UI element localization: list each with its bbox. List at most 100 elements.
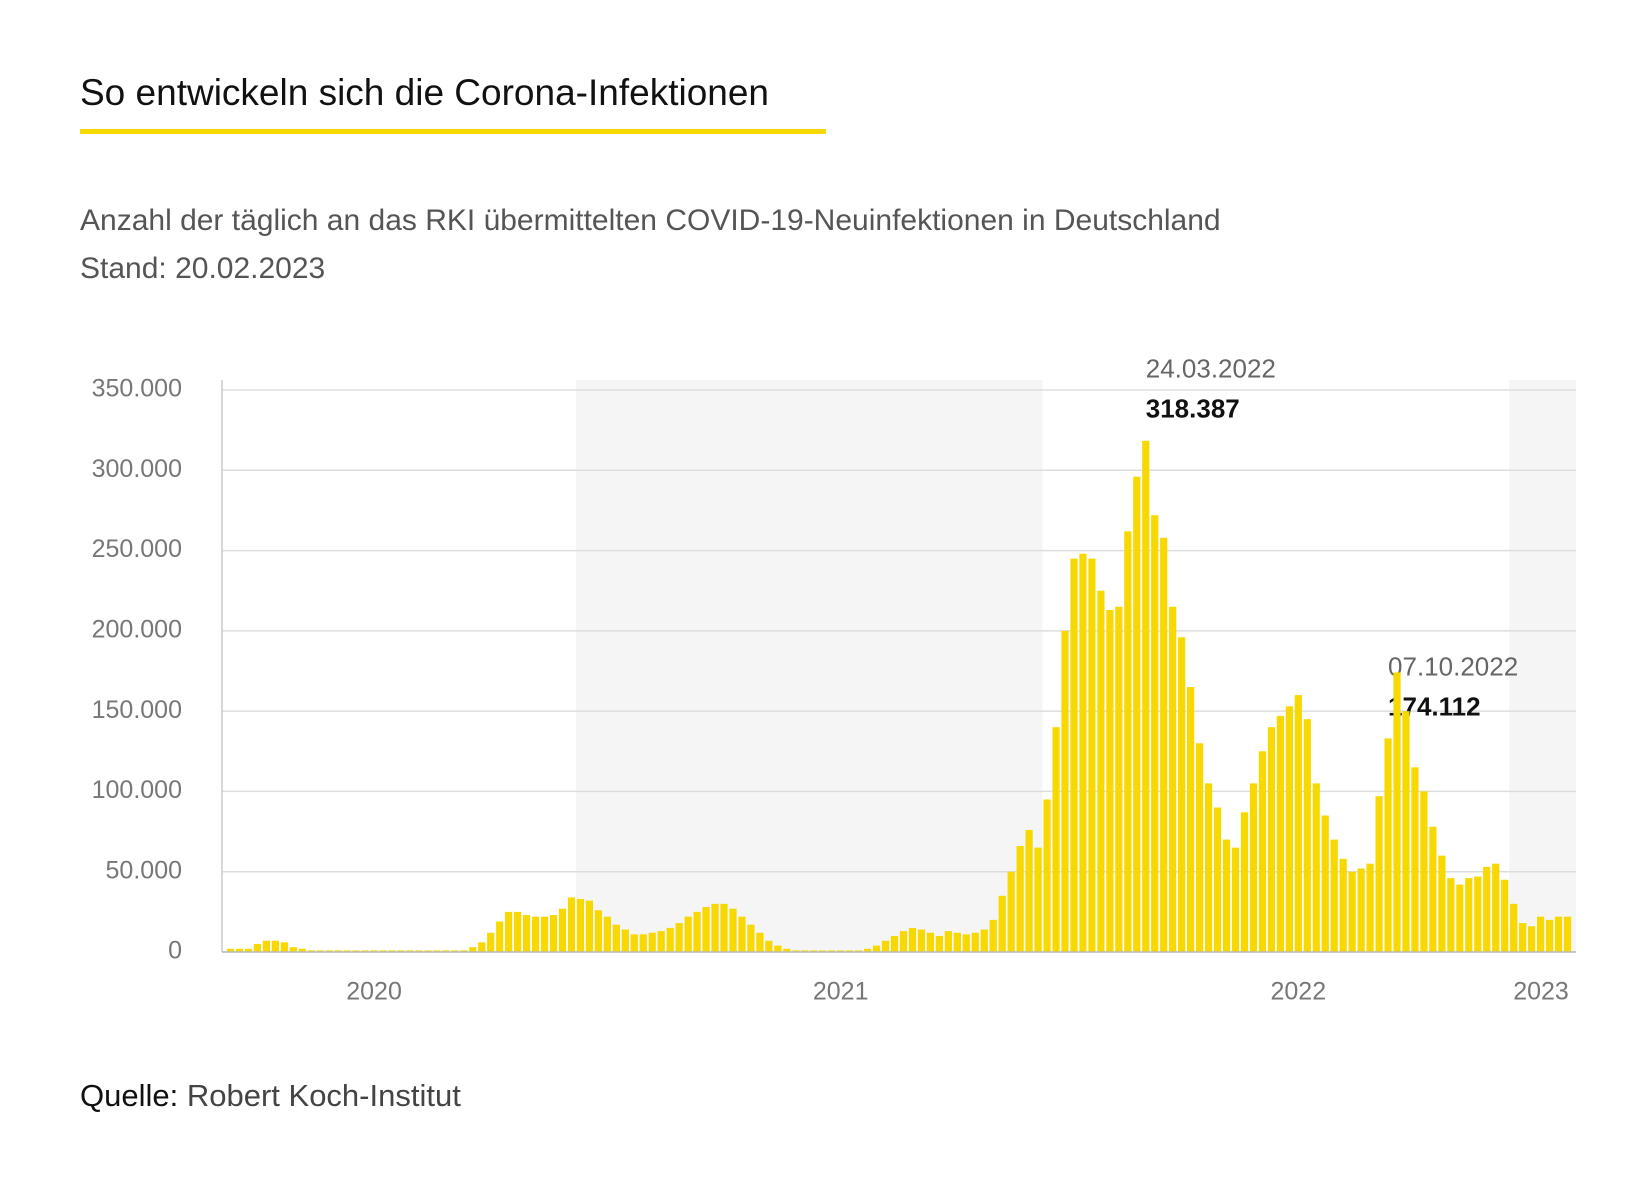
bar [460, 950, 468, 952]
bar [702, 907, 710, 952]
bar [226, 948, 235, 952]
year-band [575, 380, 1043, 952]
bar [487, 932, 495, 952]
bar [1465, 878, 1473, 952]
bar [612, 924, 620, 952]
bar [603, 916, 611, 952]
bar [1061, 630, 1069, 952]
x-tick-label: 2021 [813, 978, 869, 1006]
bar [1492, 863, 1500, 952]
bar [1052, 727, 1060, 952]
bar [478, 942, 486, 952]
bar [738, 916, 746, 952]
bar [998, 895, 1006, 952]
bar [855, 950, 863, 952]
bar [514, 911, 522, 952]
bar [1079, 553, 1087, 952]
bar [872, 945, 881, 952]
bar [1043, 799, 1051, 952]
x-tick-label: 2023 [1513, 978, 1569, 1006]
bar [792, 950, 800, 952]
bar [1294, 695, 1302, 952]
bar [576, 899, 585, 952]
bar [298, 948, 306, 952]
bar [1124, 531, 1132, 952]
bar [756, 932, 764, 952]
bar [540, 916, 549, 952]
bar [1384, 738, 1392, 952]
bar [585, 900, 594, 952]
bar [1267, 727, 1275, 952]
bar [1151, 515, 1159, 952]
bar [370, 950, 378, 952]
bar [1393, 672, 1401, 952]
bar [1285, 706, 1293, 952]
bar [1545, 919, 1554, 952]
bar [262, 940, 270, 952]
source-name: Robert Koch-Institut [187, 1078, 461, 1113]
bar [1528, 926, 1536, 952]
bar [1321, 815, 1329, 952]
bar [325, 950, 333, 952]
bar [774, 945, 782, 952]
bar [1115, 606, 1123, 952]
bar [451, 950, 459, 952]
bar [881, 940, 890, 952]
bar [864, 948, 872, 952]
bar [594, 910, 602, 952]
bar [1187, 687, 1195, 952]
bar [1222, 839, 1231, 952]
bar [496, 921, 504, 952]
bar [953, 932, 961, 952]
bar [1330, 839, 1338, 952]
bar [1348, 871, 1356, 952]
bar [1537, 916, 1545, 952]
bar [846, 950, 854, 952]
bar [1097, 590, 1105, 952]
bar [1070, 558, 1078, 952]
y-tick-label: 100.000 [92, 776, 182, 804]
bar [1025, 829, 1033, 952]
bar [1429, 826, 1437, 952]
bar [280, 942, 288, 952]
bar [810, 950, 818, 952]
x-tick-label: 2020 [346, 978, 402, 1006]
y-tick-label: 0 [168, 937, 182, 965]
bar [1133, 476, 1141, 952]
bar [334, 950, 342, 952]
bar [1438, 855, 1446, 952]
bar [935, 935, 943, 952]
bar [1312, 783, 1320, 952]
bar [271, 940, 279, 952]
bar [693, 911, 701, 952]
bar [980, 929, 988, 952]
bar [648, 932, 656, 952]
bar [684, 916, 692, 952]
bar [729, 908, 737, 952]
bar [1178, 637, 1186, 952]
bar [1357, 868, 1365, 952]
bar [926, 932, 934, 952]
bar [307, 950, 315, 952]
bar [352, 950, 360, 952]
bar [397, 950, 405, 952]
bar [253, 943, 261, 952]
bar [523, 915, 531, 952]
bar [1456, 884, 1464, 952]
bar [531, 916, 540, 952]
bar [1088, 558, 1096, 952]
bar [316, 950, 324, 952]
bar [1375, 796, 1383, 952]
bar [765, 940, 773, 952]
bar [783, 948, 791, 952]
bar [379, 950, 387, 952]
bar [1501, 879, 1509, 952]
bar [1240, 812, 1249, 952]
bar [1249, 783, 1258, 952]
bar [899, 931, 908, 952]
bar [415, 950, 423, 952]
bar [1142, 440, 1150, 952]
bar [1034, 847, 1042, 952]
bar [720, 903, 728, 952]
